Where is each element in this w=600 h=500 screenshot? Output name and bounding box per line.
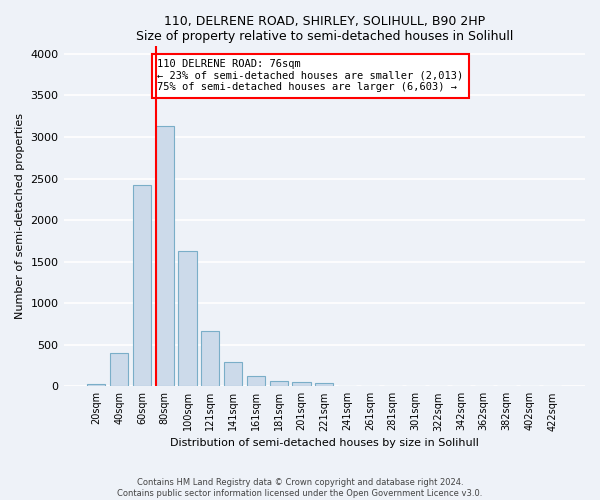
Bar (247, 376, 265, 386)
Text: Contains HM Land Registry data © Crown copyright and database right 2024.
Contai: Contains HM Land Registry data © Crown c… (118, 478, 482, 498)
Bar (155, 126, 174, 386)
Bar (178, 251, 197, 386)
Bar (269, 381, 288, 386)
Bar (133, 185, 151, 386)
Y-axis label: Number of semi-detached properties: Number of semi-detached properties (15, 113, 25, 319)
Bar (224, 362, 242, 386)
Bar (315, 384, 334, 386)
Text: 110 DELRENE ROAD: 76sqm
← 23% of semi-detached houses are smaller (2,013)
75% of: 110 DELRENE ROAD: 76sqm ← 23% of semi-de… (157, 59, 464, 92)
X-axis label: Distribution of semi-detached houses by size in Solihull: Distribution of semi-detached houses by … (170, 438, 479, 448)
Bar (201, 330, 220, 386)
Bar (292, 382, 311, 386)
Bar (87, 384, 106, 386)
Bar (110, 353, 128, 386)
Title: 110, DELRENE ROAD, SHIRLEY, SOLIHULL, B90 2HP
Size of property relative to semi-: 110, DELRENE ROAD, SHIRLEY, SOLIHULL, B9… (136, 15, 513, 43)
